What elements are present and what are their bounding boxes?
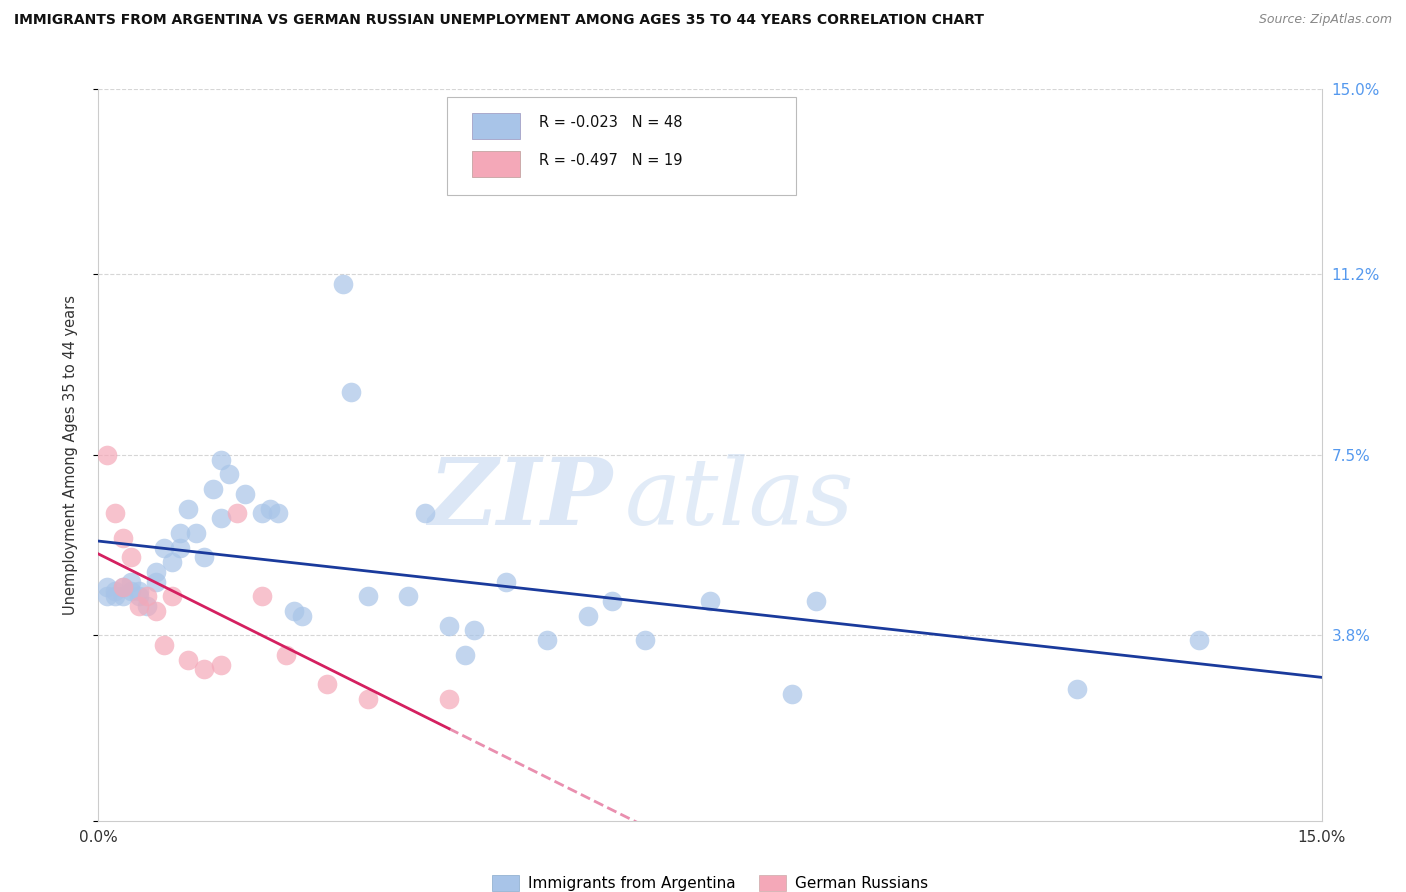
Point: [600, 594, 623, 608]
Text: Source: ZipAtlas.com: Source: ZipAtlas.com: [1258, 13, 1392, 27]
Point: [454, 648, 477, 662]
Point: [315, 677, 337, 691]
Point: [96, 448, 118, 462]
Point: [136, 590, 159, 604]
Point: [193, 550, 215, 565]
Point: [780, 687, 803, 701]
Point: [437, 618, 460, 632]
FancyBboxPatch shape: [471, 112, 520, 139]
Text: R = -0.023   N = 48: R = -0.023 N = 48: [538, 114, 682, 129]
Point: [104, 584, 127, 599]
FancyBboxPatch shape: [447, 96, 796, 195]
Point: [96, 590, 118, 604]
Point: [145, 574, 167, 589]
Point: [136, 599, 159, 613]
Legend: Immigrants from Argentina, German Russians: Immigrants from Argentina, German Russia…: [485, 869, 935, 892]
Point: [152, 541, 174, 555]
Point: [104, 507, 127, 521]
Point: [177, 501, 200, 516]
Point: [226, 507, 249, 521]
Point: [463, 624, 485, 638]
Point: [291, 608, 314, 623]
Point: [104, 590, 127, 604]
Point: [128, 590, 150, 604]
Text: atlas: atlas: [624, 454, 853, 544]
Text: ZIP: ZIP: [427, 454, 612, 544]
Point: [152, 638, 174, 652]
Point: [274, 648, 297, 662]
Point: [128, 599, 150, 613]
Point: [160, 555, 183, 569]
Point: [111, 580, 134, 594]
Point: [495, 574, 517, 589]
Point: [209, 511, 232, 525]
Point: [634, 633, 657, 648]
Point: [120, 550, 142, 565]
Point: [356, 590, 378, 604]
Point: [111, 590, 134, 604]
FancyBboxPatch shape: [471, 151, 520, 177]
Point: [804, 594, 827, 608]
Point: [209, 657, 232, 672]
Point: [111, 580, 134, 594]
Text: R = -0.497   N = 19: R = -0.497 N = 19: [538, 153, 682, 168]
Point: [169, 541, 191, 555]
Point: [145, 604, 167, 618]
Point: [233, 487, 256, 501]
Point: [145, 565, 167, 579]
Point: [128, 584, 150, 599]
Point: [250, 507, 273, 521]
Point: [111, 531, 134, 545]
Point: [576, 608, 599, 623]
Point: [413, 507, 436, 521]
Point: [267, 507, 290, 521]
Point: [1066, 681, 1088, 696]
Point: [437, 691, 460, 706]
Point: [96, 580, 118, 594]
Point: [120, 584, 142, 599]
Point: [160, 590, 183, 604]
Point: [259, 501, 281, 516]
Point: [1188, 633, 1211, 648]
Point: [396, 590, 419, 604]
Point: [283, 604, 305, 618]
Point: [332, 277, 354, 292]
Point: [120, 574, 142, 589]
Y-axis label: Unemployment Among Ages 35 to 44 years: Unemployment Among Ages 35 to 44 years: [63, 295, 77, 615]
Point: [201, 482, 224, 496]
Point: [177, 653, 200, 667]
Point: [356, 691, 378, 706]
Point: [186, 525, 208, 540]
Point: [250, 590, 273, 604]
Text: IMMIGRANTS FROM ARGENTINA VS GERMAN RUSSIAN UNEMPLOYMENT AMONG AGES 35 TO 44 YEA: IMMIGRANTS FROM ARGENTINA VS GERMAN RUSS…: [14, 13, 984, 28]
Point: [340, 384, 363, 399]
Point: [193, 663, 215, 677]
Point: [218, 467, 240, 482]
Point: [169, 525, 191, 540]
Point: [536, 633, 558, 648]
Point: [209, 452, 232, 467]
Point: [699, 594, 721, 608]
